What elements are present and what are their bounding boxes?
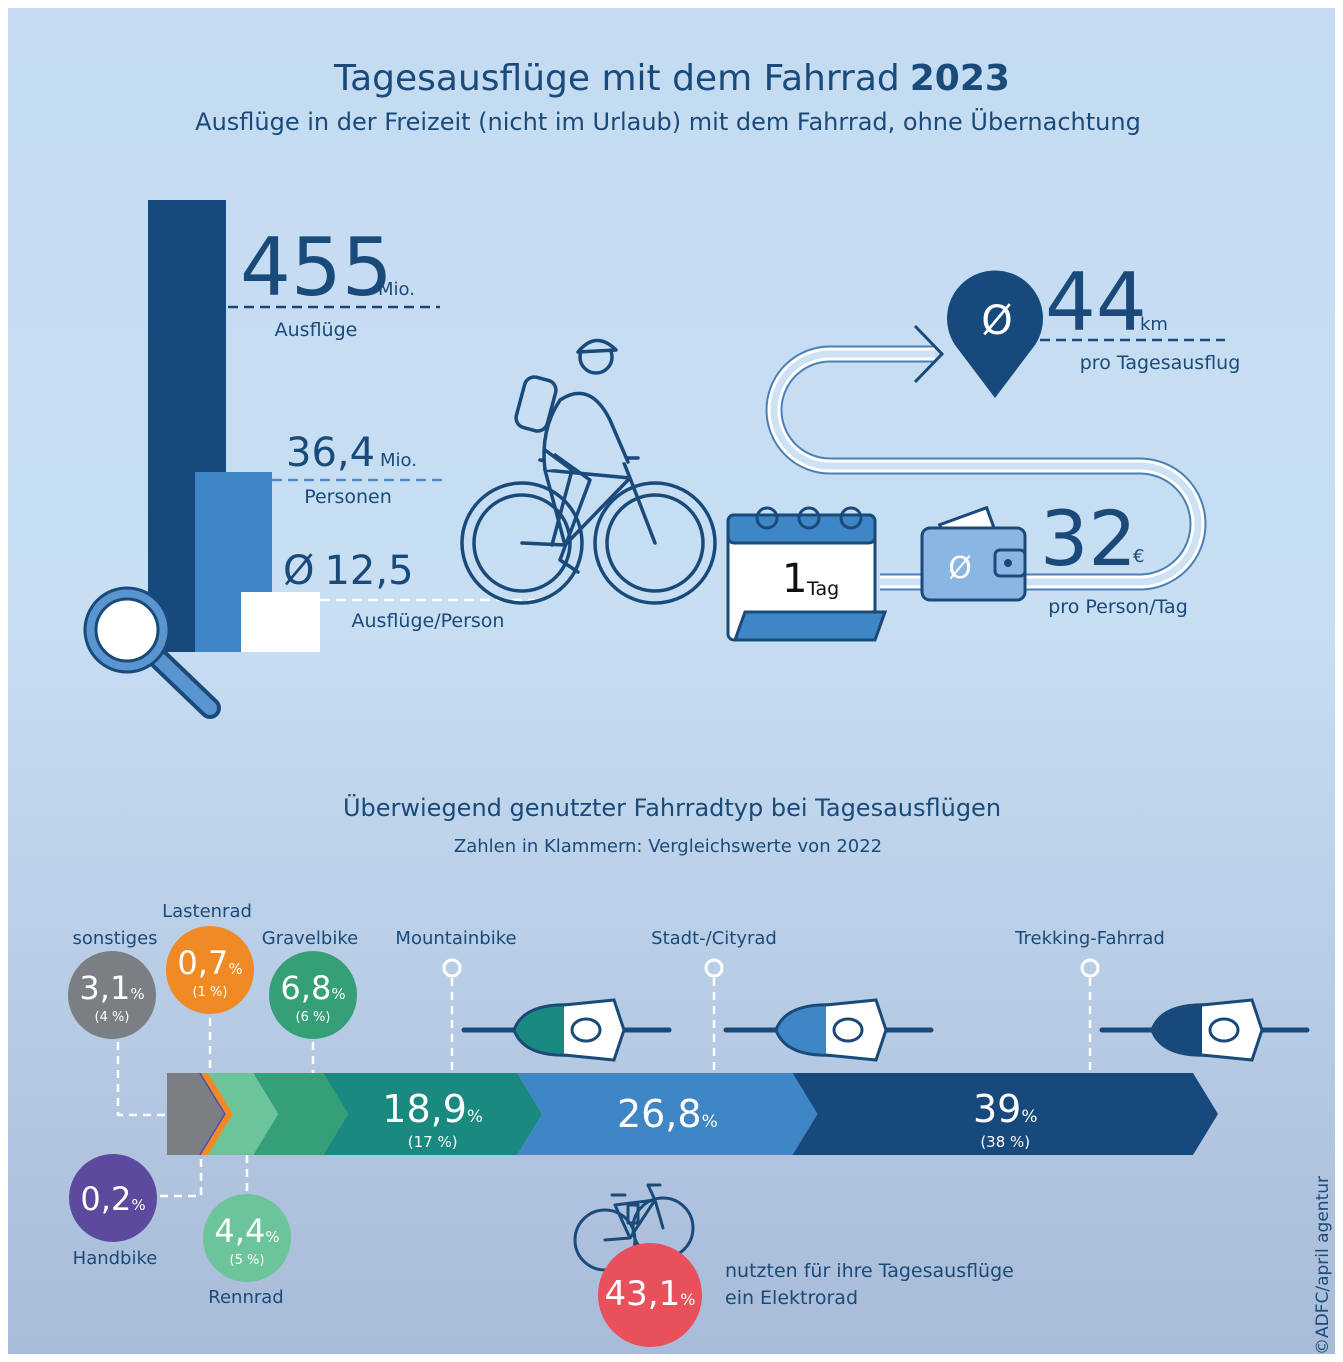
comparison-label: (4 %) <box>95 1010 130 1025</box>
ebike-unit: % <box>680 1290 695 1309</box>
comparison-label: (38 %) <box>980 1133 1030 1151</box>
title-text: Tagesausflüge mit dem Fahrrad <box>333 58 900 99</box>
subtitle: Ausflüge in der Freizeit (nicht im Urlau… <box>195 107 1141 136</box>
value-unit: % <box>331 985 345 1003</box>
category-label: Rennrad <box>208 1287 283 1308</box>
trips-unit: Mio. <box>378 279 415 300</box>
spending-label: pro Person/Tag <box>1048 596 1188 618</box>
category-label: Mountainbike <box>395 928 516 949</box>
value-number: 6,8 <box>280 969 331 1007</box>
value-number: 3,1 <box>79 969 130 1007</box>
comparison-label: (1 %) <box>193 985 228 1000</box>
ebike-text-1: nutzten für ihre Tagesausflüge <box>725 1260 1014 1282</box>
spending-value: 32 <box>1040 494 1137 583</box>
category-label: Lastenrad <box>162 901 252 922</box>
value-unit: % <box>265 1228 279 1246</box>
bike-rider-head <box>572 1019 600 1041</box>
category-label: Stadt-/Cityrad <box>651 928 777 949</box>
comparison-label: (17 %) <box>408 1133 458 1151</box>
per-person-bar <box>241 592 320 652</box>
spending-unit: € <box>1133 546 1144 567</box>
persons-value: 36,4 <box>286 430 375 476</box>
value-number: 4,4 <box>214 1212 265 1250</box>
per-person-label: Ausflüge/Person <box>352 610 505 632</box>
value-number: 18,9 <box>382 1087 467 1131</box>
ebike-text-2: ein Elektrorad <box>725 1287 858 1309</box>
value-number: 39 <box>973 1087 1021 1131</box>
per-person-number: 12,5 <box>324 548 413 594</box>
value-unit: % <box>228 960 242 978</box>
distance-label: pro Tagesausflug <box>1080 352 1241 374</box>
persons-unit: Mio. <box>380 450 417 471</box>
comparison-label: (5 %) <box>230 1253 265 1268</box>
day-unit: Tag <box>806 578 839 600</box>
distance-value: 44 <box>1045 256 1147 349</box>
bike-rider-head <box>1210 1019 1238 1041</box>
value-number: 0,7 <box>177 944 228 982</box>
value-unit: % <box>131 1196 145 1214</box>
infographic: Tagesausflüge mit dem Fahrrad2023 Ausflü… <box>0 0 1343 1362</box>
trips-value: 455 <box>240 221 393 314</box>
credit: ©ADFC/april agentur <box>1313 1176 1333 1355</box>
category-label: Gravelbike <box>262 928 358 949</box>
value-unit: % <box>1021 1107 1037 1127</box>
day-value: 1 <box>782 556 807 602</box>
value-number: 0,2 <box>80 1180 131 1218</box>
spending-prefix: Ø <box>948 551 972 586</box>
persons-label: Personen <box>304 486 392 508</box>
value-number: 26,8 <box>617 1092 702 1136</box>
category-label: sonstiges <box>72 928 157 949</box>
value-unit: % <box>467 1107 483 1127</box>
comparison-label: (6 %) <box>296 1010 331 1025</box>
distance-prefix: Ø <box>981 298 1012 344</box>
trips-label: Ausflüge <box>275 319 358 341</box>
title-year: 2023 <box>910 58 1010 99</box>
per-person-prefix: Ø <box>283 548 314 594</box>
bike-rider-head <box>834 1019 862 1041</box>
distance-unit: km <box>1140 314 1168 335</box>
category-label: Handbike <box>73 1248 158 1269</box>
ebike-number: 43,1 <box>605 1274 681 1314</box>
category-label: Trekking-Fahrrad <box>1014 928 1165 949</box>
value-unit: % <box>130 985 144 1003</box>
value-unit: % <box>702 1112 718 1132</box>
chart-subtitle: Zahlen in Klammern: Vergleichswerte von … <box>454 836 882 857</box>
chart-title: Überwiegend genutzter Fahrradtyp bei Tag… <box>343 793 1001 822</box>
